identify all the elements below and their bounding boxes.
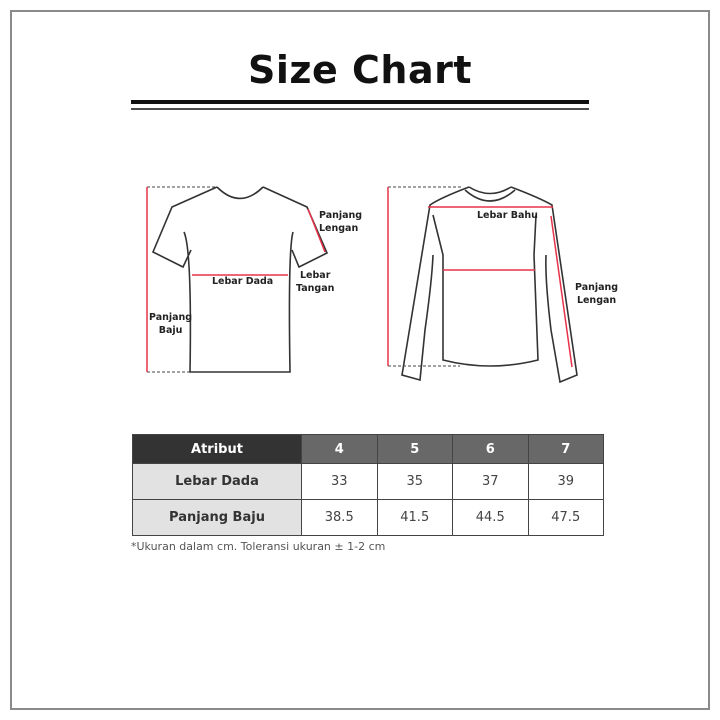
header-cell: Atribut <box>132 434 302 464</box>
size-table: Atribut 4 5 6 7 Lebar Dada 33 35 37 39 P… <box>132 434 604 536</box>
header-cell: 4 <box>301 434 378 464</box>
tshirt-outline <box>151 186 329 373</box>
header-cell: 7 <box>527 434 604 464</box>
table-cell: 33 <box>301 463 378 500</box>
size-note: *Ukuran dalam cm. Toleransi ukuran ± 1-2… <box>131 540 386 553</box>
label-lebar-tangan: Lebar Tangan <box>296 270 335 294</box>
longsleeve-measure-lines <box>387 186 573 368</box>
page-title: Size Chart <box>247 48 472 92</box>
table-cell: 35 <box>376 463 453 500</box>
tshirt-measure-lines <box>146 186 326 373</box>
table-cell: 39 <box>527 463 604 500</box>
label-panjang-lengan-longsleeve: Panjang Lengan <box>575 282 619 306</box>
label-panjang-baju: Panjang Baju <box>149 312 193 336</box>
table-cell: 47.5 <box>527 499 604 536</box>
table-header-row: Atribut 4 5 6 7 <box>132 434 604 464</box>
label-lebar-bahu: Lebar Bahu <box>477 210 538 221</box>
label-lebar-dada: Lebar Dada <box>212 276 274 287</box>
table-cell: 41.5 <box>376 499 453 536</box>
label-panjang-lengan-tshirt: Panjang Lengan <box>319 210 363 234</box>
table-cell: 37 <box>452 463 529 500</box>
header-cell: 6 <box>452 434 529 464</box>
table-row: Lebar Dada 33 35 37 39 <box>132 463 604 500</box>
longsleeve-outline <box>401 186 578 384</box>
outer-frame <box>10 10 710 710</box>
table-row: Panjang Baju 38.5 41.5 44.5 47.5 <box>132 499 604 536</box>
row-label: Panjang Baju <box>132 499 302 536</box>
header-cell: 5 <box>376 434 453 464</box>
table-cell: 44.5 <box>452 499 529 536</box>
row-label: Lebar Dada <box>132 463 302 500</box>
table-cell: 38.5 <box>301 499 378 536</box>
